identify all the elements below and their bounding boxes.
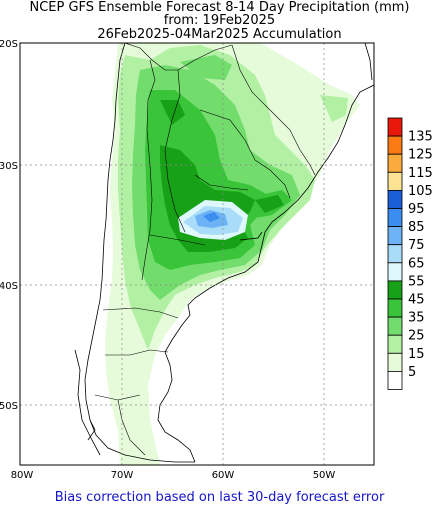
lon-label-80w: 80W xyxy=(11,470,34,481)
lat-label-30s: 30S xyxy=(0,161,18,172)
legend-swatch xyxy=(387,171,403,191)
coastlines xyxy=(74,43,374,463)
legend-level-label: 125 xyxy=(408,148,433,163)
legend-level-label: 135 xyxy=(408,130,433,145)
legend-swatch xyxy=(387,352,403,372)
legend-swatch xyxy=(387,153,403,173)
map-title-line-3: 26Feb2025-04Mar2025 Accumulation xyxy=(97,27,342,42)
legend-level-label: 115 xyxy=(408,166,433,181)
map-title-line-1: NCEP GFS Ensemble Forecast 8-14 Day Prec… xyxy=(29,0,410,15)
legend-level-label: 75 xyxy=(408,238,425,253)
legend-level-label: 25 xyxy=(408,329,425,344)
legend-level-label: 5 xyxy=(408,365,416,380)
legend-swatch xyxy=(387,262,403,282)
legend-swatch xyxy=(387,226,403,246)
lat-label-20s: 20S xyxy=(0,39,18,50)
legend-swatch xyxy=(387,370,403,390)
legend-swatch xyxy=(387,298,403,318)
lon-label-50w: 50W xyxy=(313,470,336,481)
legend-swatch xyxy=(387,244,403,264)
legend-level-label: 45 xyxy=(408,293,425,308)
legend-level-label: 65 xyxy=(408,256,425,271)
map-frame xyxy=(19,42,375,466)
legend-swatch xyxy=(387,135,403,155)
graticule xyxy=(20,43,374,465)
lon-label-70w: 70W xyxy=(111,470,134,481)
legend-swatch xyxy=(387,316,403,336)
precipitation-map: 20S 30S 40S 50S 80W 70W 60W 50W 135 125 11… xyxy=(0,39,433,481)
legend-level-label: 105 xyxy=(408,184,433,199)
legend-level-label: 15 xyxy=(408,347,425,362)
legend-swatch xyxy=(387,117,403,137)
legend-level-label: 95 xyxy=(408,202,425,217)
lat-label-50s: 50S xyxy=(0,401,18,412)
legend-level-label: 35 xyxy=(408,311,425,326)
legend-swatch xyxy=(387,334,403,354)
legend-level-label: 55 xyxy=(408,274,425,289)
bias-correction-note: Bias correction based on last 30-day for… xyxy=(54,490,385,505)
legend-swatch xyxy=(387,208,403,228)
map-layers xyxy=(20,43,374,465)
lat-label-40s: 40S xyxy=(0,281,18,292)
precip-85-95 xyxy=(203,212,220,222)
legend-swatch xyxy=(387,189,403,209)
map-title-line-2: from: 19Feb2025 xyxy=(163,13,276,28)
lon-label-60w: 60W xyxy=(212,470,235,481)
precipitation-legend: 135 125 115 105 95 85 75 65 55 45 35 25 15 5 xyxy=(387,117,433,390)
legend-swatch xyxy=(387,280,403,300)
legend-level-label: 85 xyxy=(408,220,425,235)
